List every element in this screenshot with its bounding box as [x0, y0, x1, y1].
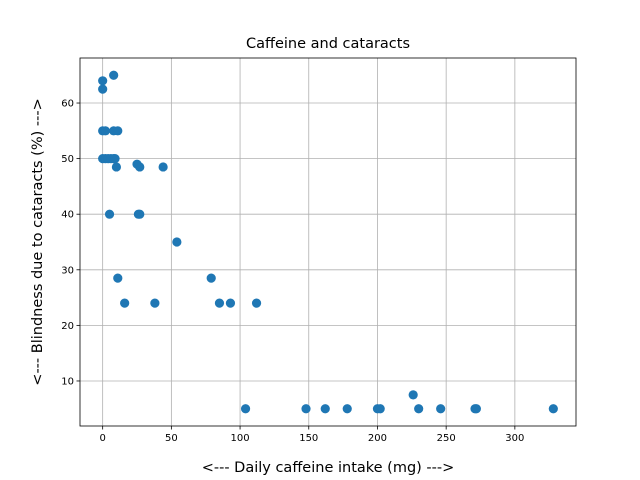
y-tick-label: 10: [61, 376, 74, 387]
data-point: [172, 237, 182, 247]
grid: [80, 58, 576, 426]
data-point: [135, 162, 145, 172]
data-point: [225, 298, 236, 308]
data-point: [471, 404, 481, 414]
data-point: [414, 404, 424, 414]
data-point: [150, 298, 160, 308]
axis-ticks: 0 50 100 150 200 250 300 10 20 30 40 50 60: [61, 99, 524, 444]
data-point: [111, 162, 122, 172]
data-point: [113, 126, 123, 136]
data-point: [206, 273, 216, 283]
data-point: [214, 298, 225, 308]
chart-title: Caffeine and cataracts: [246, 36, 410, 52]
data-point: [436, 404, 446, 414]
x-tick-label: 250: [437, 433, 456, 444]
y-axis-label: <--- Blindness due to cataracts (%) --->: [30, 98, 46, 385]
x-tick-label: 0: [99, 433, 105, 444]
data-point: [158, 162, 168, 172]
data-point: [109, 70, 119, 80]
y-tick-label: 40: [61, 210, 74, 221]
data-point: [113, 273, 123, 283]
plot-area-frame: [79, 57, 577, 427]
data-point: [104, 209, 115, 219]
x-axis-label: <--- Daily caffeine intake (mg) --->: [202, 460, 455, 476]
data-point: [110, 154, 120, 164]
data-point: [240, 404, 251, 414]
y-tick-label: 50: [61, 154, 74, 165]
y-tick-label: 30: [61, 265, 74, 276]
data-point: [100, 126, 111, 136]
data-point: [320, 404, 330, 414]
data-point: [251, 298, 262, 308]
y-tick-label: 60: [61, 99, 74, 110]
data-point: [135, 209, 145, 219]
data-points: [98, 70, 558, 414]
data-point: [98, 84, 108, 94]
data-point: [548, 404, 558, 414]
x-tick-label: 100: [231, 433, 250, 444]
x-tick-label: 150: [299, 433, 318, 444]
x-tick-label: 200: [368, 433, 387, 444]
data-point: [375, 404, 385, 414]
x-tick-label: 50: [165, 433, 178, 444]
data-point: [98, 76, 108, 86]
data-point: [120, 298, 130, 308]
y-tick-label: 20: [61, 321, 74, 332]
x-tick-label: 300: [505, 433, 524, 444]
data-point: [342, 404, 352, 414]
data-point: [408, 390, 418, 400]
data-point: [301, 404, 311, 414]
